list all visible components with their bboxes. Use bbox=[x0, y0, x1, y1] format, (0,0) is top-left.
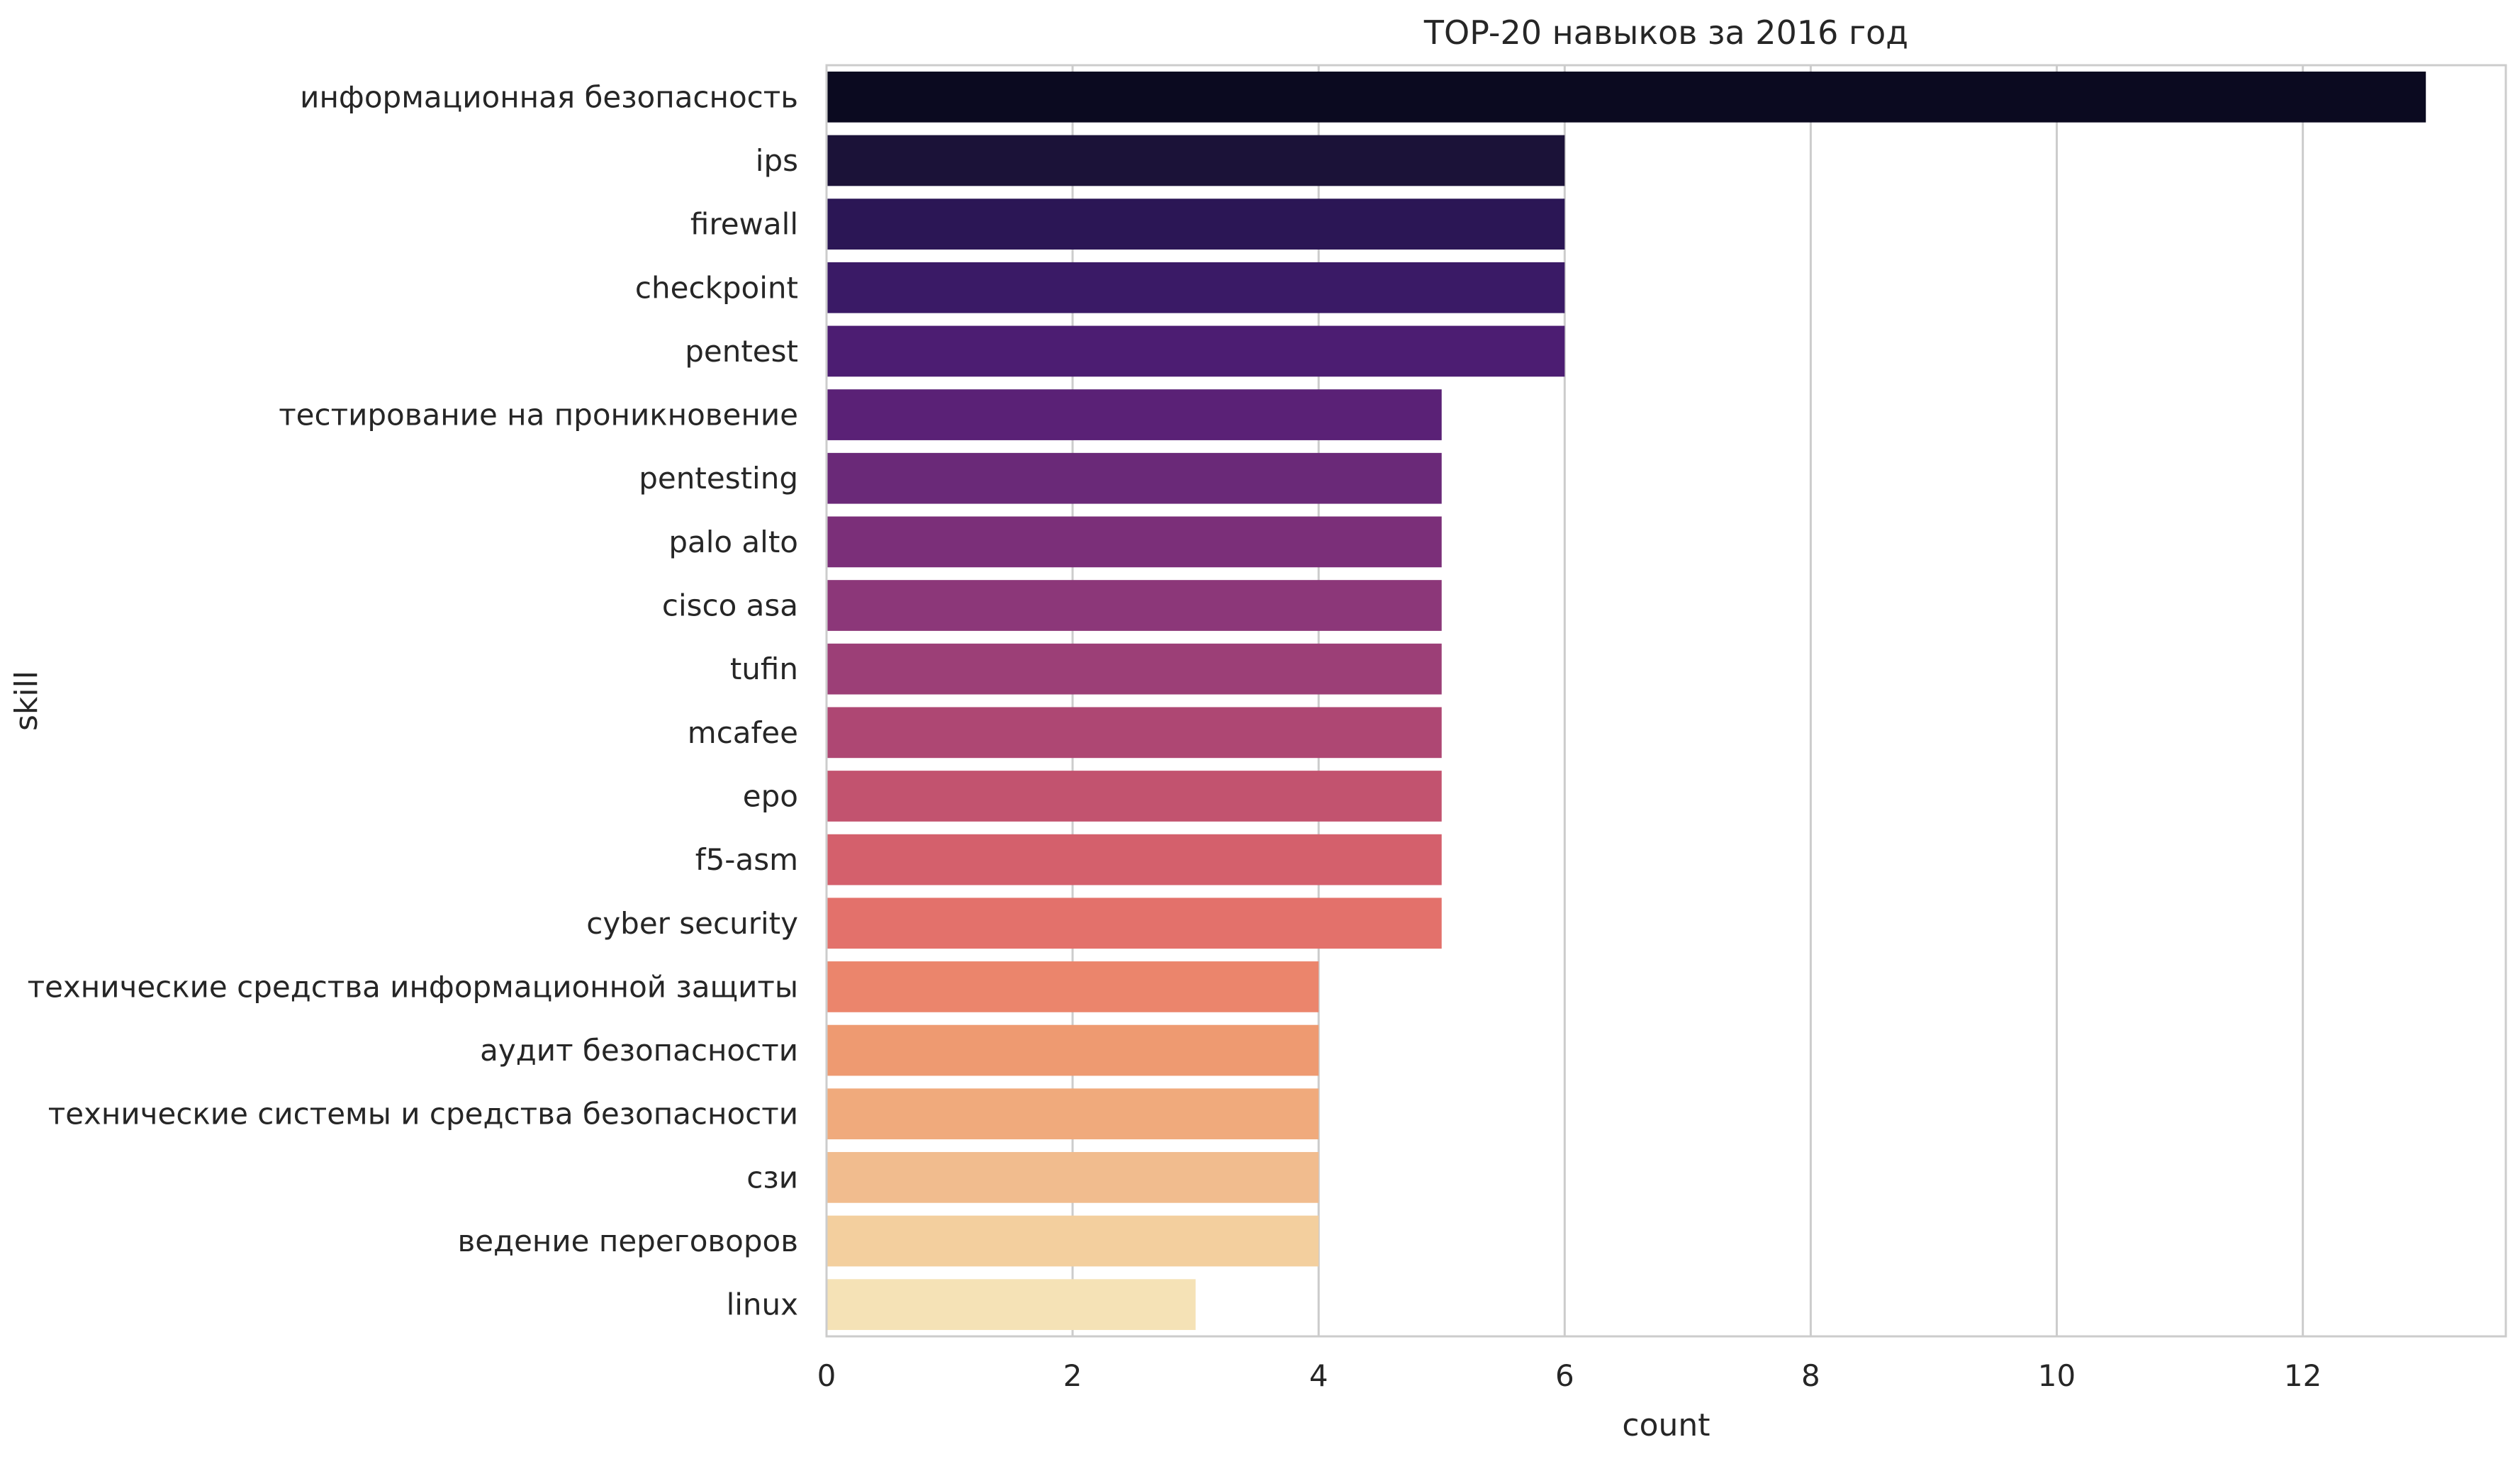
bar bbox=[827, 1088, 1319, 1140]
y-tick-label: технические системы и средства безопасно… bbox=[48, 1097, 798, 1131]
y-tick-label: ведение переговоров bbox=[457, 1224, 798, 1258]
y-tick-label: f5-asm bbox=[695, 842, 798, 877]
bar bbox=[827, 325, 1565, 377]
y-tick-label: palo alto bbox=[668, 525, 798, 559]
bar bbox=[827, 1152, 1319, 1203]
bar bbox=[827, 580, 1442, 631]
bars bbox=[827, 71, 2426, 1331]
x-tick-label: 8 bbox=[1801, 1358, 1820, 1393]
y-tick-label: cisco asa bbox=[662, 588, 798, 623]
y-tick-label: checkpoint bbox=[635, 270, 798, 305]
x-tick-label: 4 bbox=[1309, 1358, 1328, 1393]
y-tick-label: pentesting bbox=[639, 461, 798, 496]
bar bbox=[827, 135, 1565, 186]
chart-title: TOP-20 навыков за 2016 год bbox=[1423, 13, 1908, 52]
bar bbox=[827, 707, 1442, 759]
y-tick-label: linux bbox=[727, 1287, 798, 1322]
y-tick-label: информационная безопасность bbox=[300, 79, 798, 114]
x-tick-label: 0 bbox=[817, 1358, 836, 1393]
y-tick-label: tufin bbox=[730, 652, 798, 686]
y-tick-label: тестирование на проникновение bbox=[279, 398, 798, 432]
y-tick-label: mcafee bbox=[688, 715, 798, 750]
y-tick-label: ips bbox=[756, 143, 798, 178]
y-tick-label: аудит безопасности bbox=[480, 1033, 798, 1068]
y-tick-labels: информационная безопасность ips firewall ch… bbox=[28, 79, 798, 1321]
bar bbox=[827, 199, 1565, 250]
y-axis-label: skill bbox=[9, 671, 45, 731]
x-tick-label: 12 bbox=[2284, 1358, 2322, 1393]
bar bbox=[827, 452, 1442, 504]
y-tick-label: pentest bbox=[685, 334, 798, 369]
bar bbox=[827, 961, 1319, 1012]
x-tick-labels: 0 2 4 6 8 10 12 bbox=[817, 1358, 2322, 1393]
bar bbox=[827, 389, 1442, 440]
bar bbox=[827, 834, 1442, 885]
y-tick-label: технические средства информационной защи… bbox=[28, 969, 798, 1004]
bar bbox=[827, 1279, 1196, 1331]
y-tick-label: firewall bbox=[690, 207, 798, 242]
y-tick-label: сзи bbox=[746, 1160, 798, 1195]
bar bbox=[827, 1215, 1319, 1267]
bar bbox=[827, 643, 1442, 695]
plot-frame bbox=[825, 64, 2507, 1338]
bar bbox=[827, 771, 1442, 822]
y-tick-label: cyber security bbox=[586, 906, 798, 941]
bar bbox=[827, 1024, 1319, 1076]
bar bbox=[827, 262, 1565, 313]
y-tick-label: epo bbox=[743, 778, 798, 813]
x-tick-label: 10 bbox=[2038, 1358, 2076, 1393]
x-axis-label: count bbox=[1622, 1407, 1710, 1443]
bar bbox=[827, 71, 2426, 123]
bar bbox=[827, 898, 1442, 949]
x-tick-label: 6 bbox=[1555, 1358, 1574, 1393]
bar bbox=[827, 516, 1442, 568]
x-tick-label: 2 bbox=[1063, 1358, 1082, 1393]
